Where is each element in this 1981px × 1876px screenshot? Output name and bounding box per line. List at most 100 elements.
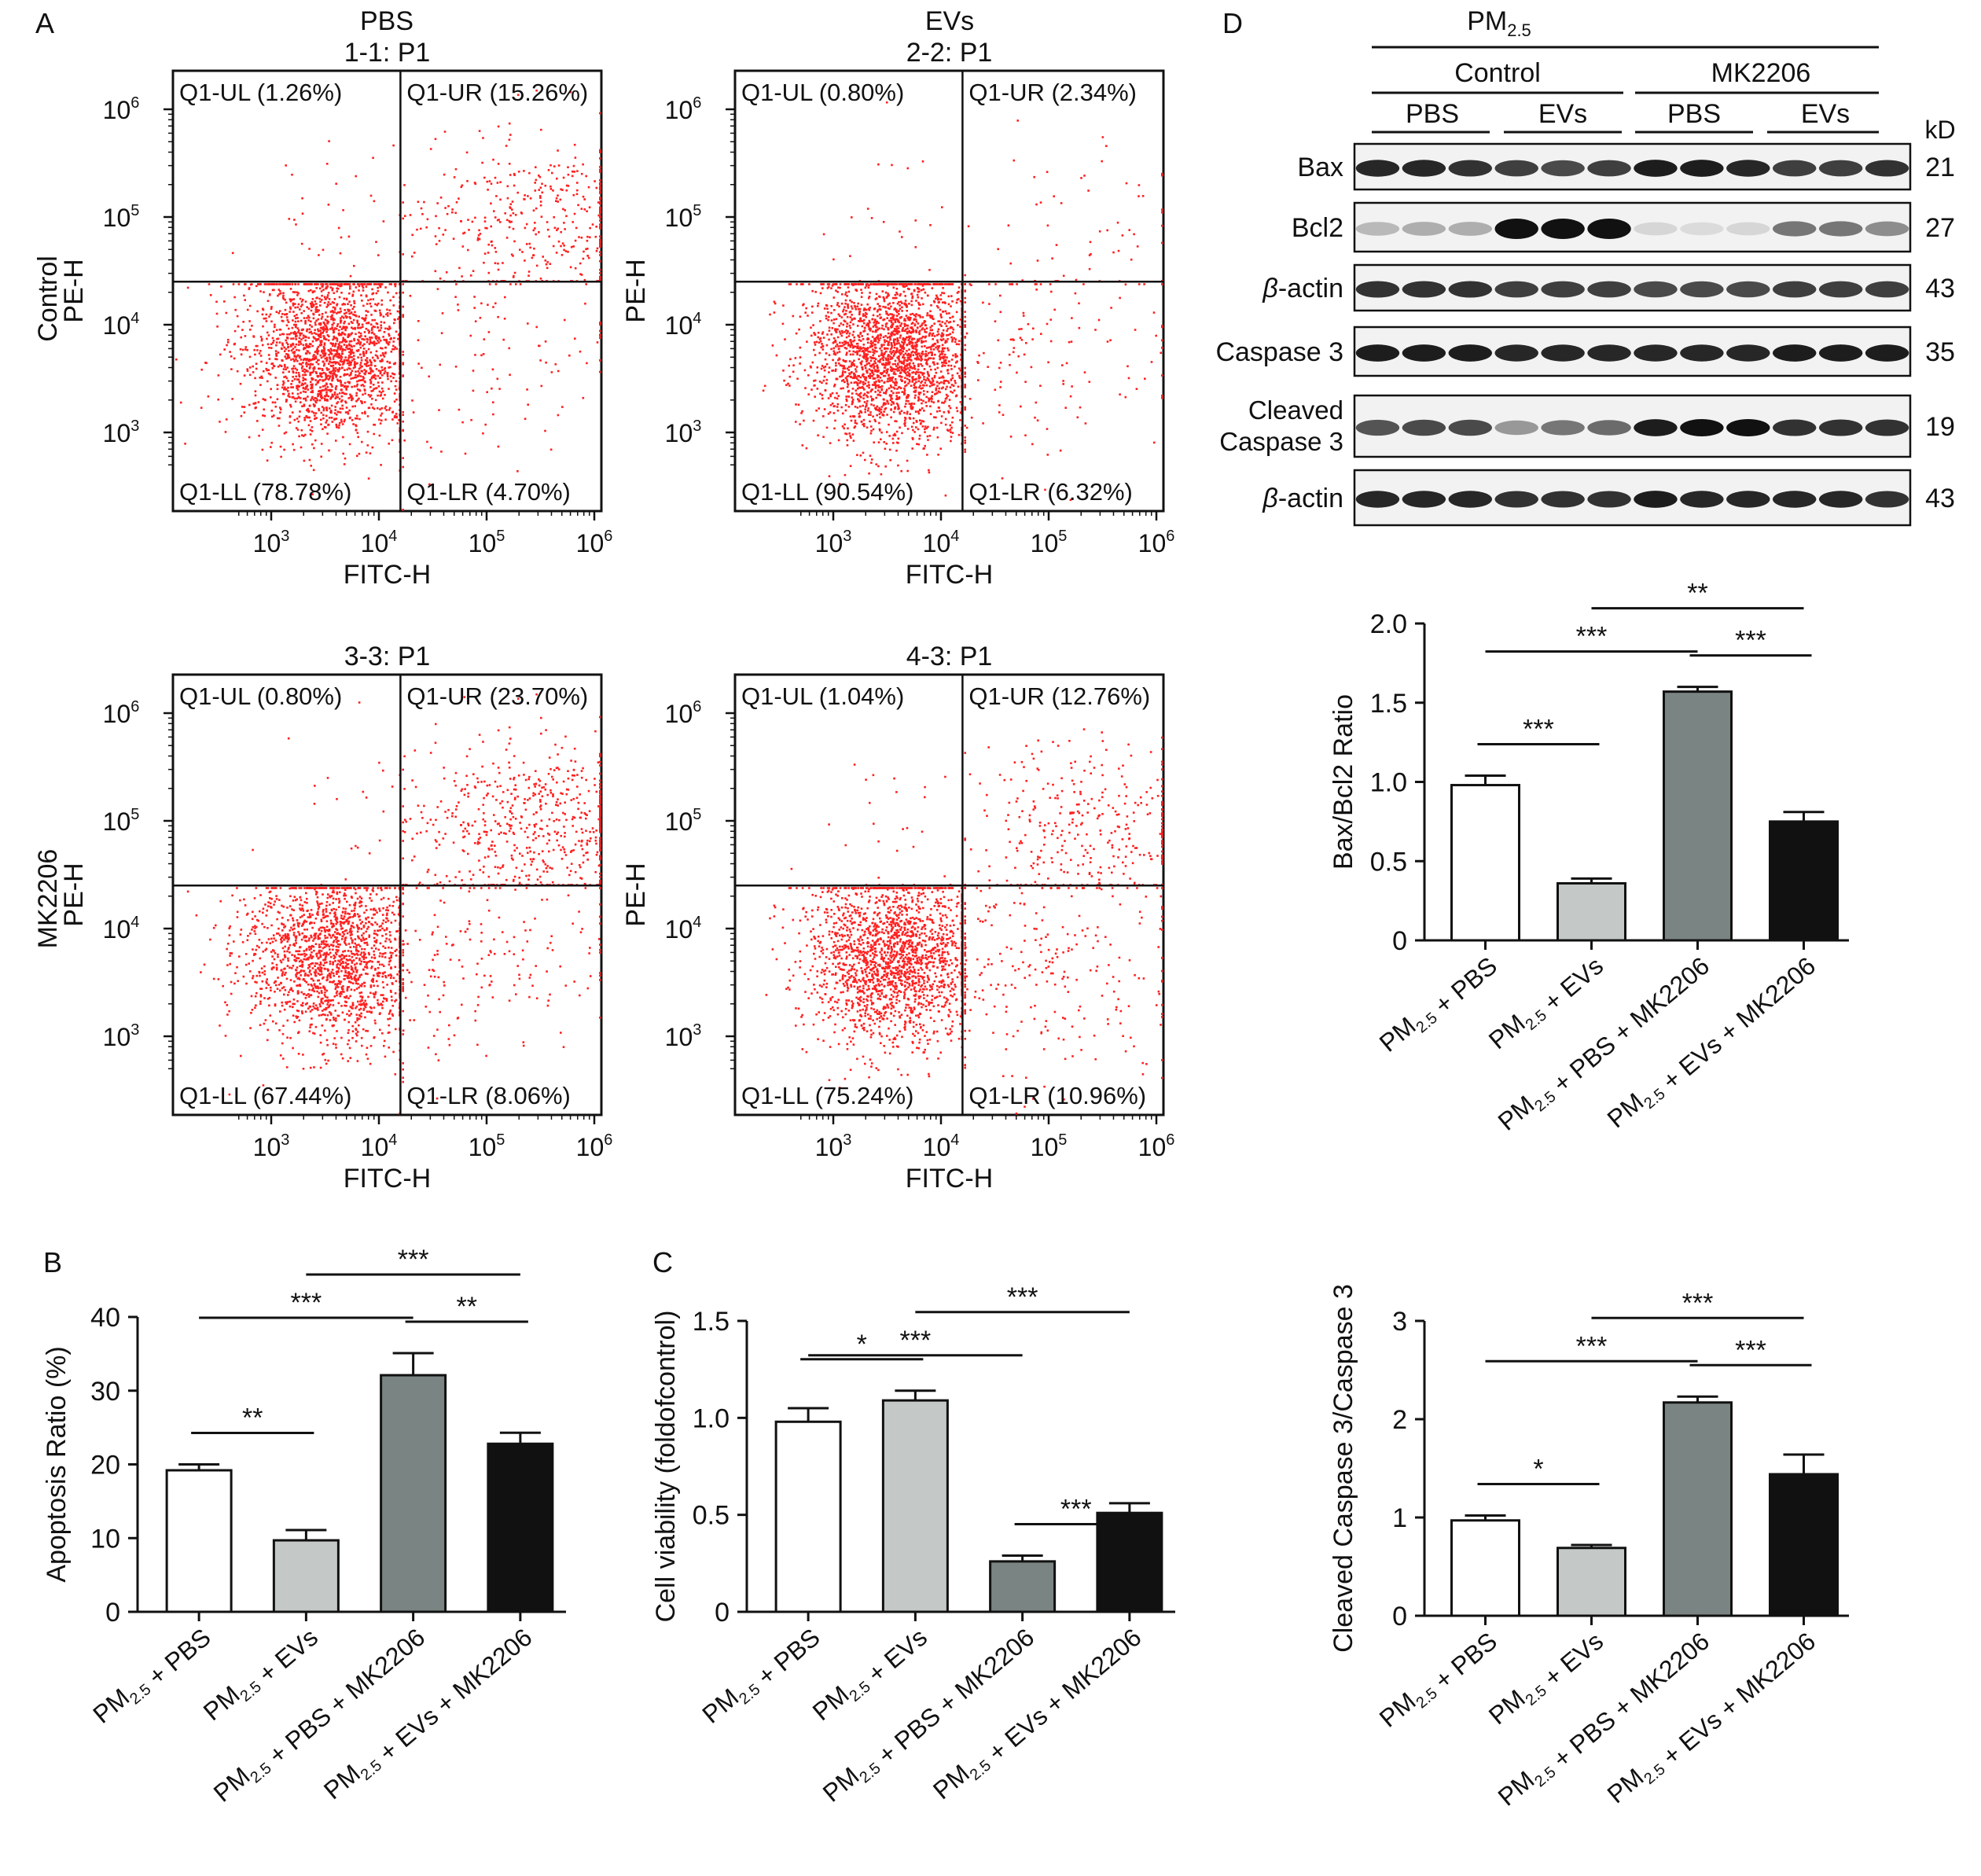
y-tick-label: 1.5 <box>693 1307 730 1337</box>
blot-band <box>1865 491 1909 508</box>
blot-row-5: Cleaved Caspase 3 19 <box>1219 394 1955 458</box>
category-label: PM2.5 + EVs + MK2206 <box>928 1618 1146 1810</box>
flow-xlabel: FITC-H <box>344 560 431 590</box>
blot-band <box>1587 420 1631 436</box>
blot-band <box>1355 491 1400 508</box>
blot-band <box>1448 344 1492 362</box>
blot-condition-control: Control <box>1454 58 1541 88</box>
blot-band <box>1494 344 1538 362</box>
blot-band <box>1587 344 1631 362</box>
blot-band <box>1865 344 1909 362</box>
blot-strip <box>1353 469 1912 527</box>
blot-band <box>1634 281 1678 298</box>
blot-treatment-4: EVs <box>1801 99 1850 129</box>
flow-row-header-control: Control <box>33 256 63 342</box>
y-tick-label: 105 <box>665 202 702 232</box>
blot-band <box>1448 419 1492 436</box>
bar <box>1096 1511 1163 1613</box>
blot-strip <box>1353 201 1912 253</box>
blot-band <box>1634 419 1678 436</box>
blot-row-1: Bax 21 <box>1297 142 1955 191</box>
significance-label: ** <box>242 1403 263 1433</box>
blot-band <box>1402 419 1446 436</box>
bar <box>487 1442 554 1613</box>
blot-band <box>1773 160 1817 177</box>
y-tick-label: 2.0 <box>1370 609 1407 639</box>
significance-label: *** <box>1576 622 1608 652</box>
flow-plot-title: 2-2: P1 <box>906 38 993 68</box>
blot-band <box>1587 219 1631 239</box>
blot-band <box>1541 491 1585 508</box>
blot-strip <box>1353 394 1912 458</box>
x-tick-label: 106 <box>576 1131 613 1161</box>
blot-band <box>1818 419 1863 436</box>
significance-label: *** <box>1523 714 1554 744</box>
blot-band <box>1494 420 1538 436</box>
bar <box>1663 1401 1733 1617</box>
blot-band <box>1448 491 1492 508</box>
y-tick-label: 1.5 <box>1370 689 1407 719</box>
category-label: PM2.5 + PBS <box>1374 1622 1502 1738</box>
blot-band <box>1680 344 1724 362</box>
western-blot: Bax 21 Bcl2 27 β-actin 43 Caspase 3 35 Cleaved Ca… <box>1215 142 1955 527</box>
flow-ylabel: PE-H <box>621 259 651 322</box>
flow-plot-frame <box>733 673 1165 1116</box>
significance-label: *** <box>1735 626 1766 656</box>
y-tick-label: 103 <box>103 1021 140 1051</box>
blot-band <box>1634 491 1678 508</box>
panel-letter-d: D <box>1222 7 1243 39</box>
y-tick-label: 106 <box>103 94 140 124</box>
quadrant-label-ul: Q1-UL (0.80%) <box>741 79 904 106</box>
blot-treatment-2: EVs <box>1538 99 1587 129</box>
blot-band <box>1726 281 1770 298</box>
bar <box>1556 1547 1626 1617</box>
y-tick-label: 104 <box>665 914 702 944</box>
blot-band <box>1865 221 1909 237</box>
x-tick-label: 104 <box>923 528 960 557</box>
bar-chart-d2: 0 1 2 3 Cleaved Caspase 3/Caspase 3 PM2.5 + P… <box>1329 1284 1849 1812</box>
blot-band <box>1402 491 1446 508</box>
flow-ylabel: PE-H <box>59 259 89 322</box>
y-tick-label: 0 <box>715 1598 730 1628</box>
blot-band <box>1448 160 1492 177</box>
bar <box>774 1420 842 1613</box>
bar-chart-c: 0 0.5 1.0 1.5 Cell viability (foldofcontrol)… <box>651 1282 1175 1810</box>
blot-band <box>1402 281 1446 298</box>
y-tick-label: 30 <box>90 1377 120 1407</box>
flow-dots <box>765 728 1163 1115</box>
blot-band <box>1773 344 1817 362</box>
bar <box>380 1374 447 1613</box>
y-tick-label: 10 <box>90 1524 120 1554</box>
significance-label: *** <box>1735 1335 1766 1365</box>
x-tick-label: 106 <box>576 528 613 557</box>
flow-plot-frame <box>171 69 603 513</box>
x-tick-label: 103 <box>253 1131 290 1161</box>
y-tick-label: 20 <box>90 1451 120 1481</box>
y-tick-label: 103 <box>665 1021 702 1051</box>
y-axis-label: Apoptosis Ratio (%) <box>42 1346 72 1582</box>
blot-band <box>1680 281 1724 298</box>
panel-letter-b: B <box>43 1246 62 1278</box>
blot-band <box>1818 344 1863 362</box>
blot-band <box>1773 491 1817 508</box>
y-tick-label: 105 <box>103 202 140 232</box>
quadrant-label-ll: Q1-LL (67.44%) <box>179 1082 351 1109</box>
blot-band <box>1541 219 1585 239</box>
category-label: PM2.5 + EVs + MK2206 <box>318 1618 537 1810</box>
x-tick-label: 105 <box>469 1131 505 1161</box>
flow-col-header-evs: EVs <box>925 6 974 36</box>
x-tick-label: 106 <box>1138 528 1175 557</box>
blot-row-3: β-actin 43 <box>1262 263 1955 312</box>
blot-band <box>1494 160 1538 177</box>
blot-band <box>1355 419 1400 436</box>
y-tick-label: 0.5 <box>693 1501 730 1531</box>
blot-band <box>1818 491 1863 508</box>
blot-band <box>1402 344 1446 362</box>
blot-row-label: Caspase 3 <box>1215 337 1343 367</box>
y-tick-label: 1.0 <box>1370 768 1407 798</box>
bar <box>1450 784 1520 942</box>
blot-band <box>1773 281 1817 298</box>
